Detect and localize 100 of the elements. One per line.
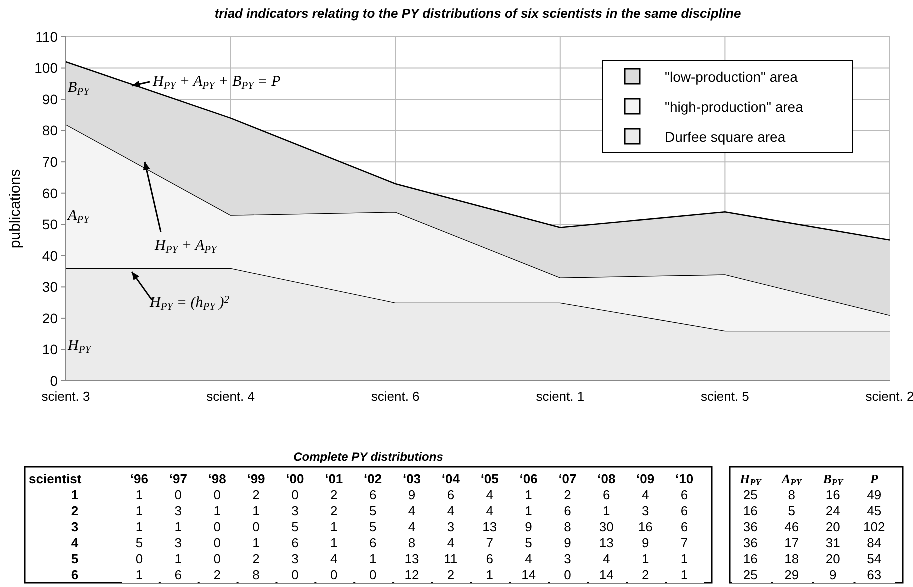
data-label: 1 <box>252 536 260 551</box>
data-label: 7 <box>680 536 688 551</box>
data-label: 9 <box>564 536 572 551</box>
data-label: 0 <box>214 520 221 535</box>
x-tick-label: scient. 6 <box>371 389 420 404</box>
data-label: 25 <box>743 568 758 583</box>
data-label: 0 <box>369 568 377 583</box>
data-label: 4 <box>408 520 416 535</box>
x-tick-label: ‘08 <box>598 472 616 487</box>
y-tick-label: 4 <box>71 536 80 551</box>
data-label: 2 <box>252 488 260 503</box>
data-label: 3 <box>564 552 572 567</box>
data-label: 3 <box>174 536 182 551</box>
data-label: 20 <box>826 552 840 567</box>
x-tick-label: scient. 1 <box>536 389 585 404</box>
y-axis-title: scientist <box>29 472 82 487</box>
data-label: 1 <box>369 552 377 567</box>
data-label: 2 <box>252 552 260 567</box>
data-label: 49 <box>867 488 882 503</box>
data-label: 3 <box>642 504 650 519</box>
chart-title: triad indicators relating to the PY distributions of six scientists in the same discipline <box>214 6 742 21</box>
y-axis-title: publications <box>7 169 24 249</box>
data-label: 8 <box>564 520 572 535</box>
x-tick-label: ‘04 <box>442 472 461 487</box>
x-tick-label: ‘00 <box>286 472 304 487</box>
data-label: 54 <box>867 552 882 567</box>
data-label: 16 <box>743 552 758 567</box>
data-label: 24 <box>826 504 840 519</box>
data-label: 7 <box>486 536 494 551</box>
y-tick-label: 40 <box>42 248 58 264</box>
legend-label: "low-production" area <box>665 68 798 85</box>
data-label: 2 <box>330 488 338 503</box>
data-label: 36 <box>743 520 758 535</box>
annotation: H$_{PY}$ + A$_{PY}$ + B$_{PY}$ = P <box>152 74 281 92</box>
legend-label: "high-production" area <box>665 98 804 115</box>
x-tick-label: ‘01 <box>325 472 344 487</box>
annotation: H$_{PY}$ + A$_{PY}$ <box>154 238 218 256</box>
data-label: 16 <box>638 520 653 535</box>
y-tick-label: 3 <box>71 520 79 535</box>
data-label: 1 <box>330 536 338 551</box>
data-label: 5 <box>369 504 377 519</box>
data-label: 1 <box>603 504 610 519</box>
data-label: 6 <box>680 504 688 519</box>
data-label: 1 <box>680 568 688 583</box>
data-label: 9 <box>525 520 532 535</box>
x-tick-label: A$_{PY}$ <box>780 472 804 488</box>
data-label: 0 <box>214 488 221 503</box>
data-label: 12 <box>404 568 420 583</box>
y-tick-label: 6 <box>71 568 79 583</box>
data-label: 1 <box>136 488 144 503</box>
data-label: 6 <box>603 488 610 503</box>
data-label: 5 <box>525 536 532 551</box>
y-tick-label: 100 <box>34 60 58 76</box>
x-tick-label: ‘97 <box>169 472 188 487</box>
data-label: 45 <box>867 504 882 519</box>
data-label: 3 <box>292 552 299 567</box>
data-label: 4 <box>525 552 532 567</box>
x-tick-label: ‘96 <box>130 472 149 487</box>
x-tick-label: ‘10 <box>675 472 694 487</box>
data-label: 6 <box>447 488 455 503</box>
data-label: 3 <box>447 520 455 535</box>
data-label: 2 <box>564 488 572 503</box>
data-label: 0 <box>292 568 299 583</box>
data-label: 1 <box>136 568 144 583</box>
data-label: 0 <box>136 552 144 567</box>
chart-title: Complete PY distributions <box>294 450 444 464</box>
data-label: 2 <box>447 568 455 583</box>
data-label: 4 <box>447 504 455 519</box>
y-tick-label: 2 <box>71 504 79 519</box>
data-label: 3 <box>174 504 182 519</box>
x-tick-label: H$_{PY}$ <box>739 472 763 488</box>
data-label: 0 <box>214 536 221 551</box>
data-label: 102 <box>864 520 886 535</box>
data-label: 4 <box>486 504 494 519</box>
data-label: 5 <box>788 504 796 519</box>
data-label: 4 <box>642 488 650 503</box>
data-label: 46 <box>784 520 800 535</box>
data-label: 13 <box>404 552 420 567</box>
data-label: 1 <box>486 568 494 583</box>
x-tick-label: scient. 5 <box>700 389 750 404</box>
data-label: 63 <box>867 568 882 583</box>
data-label: 1 <box>330 520 338 535</box>
x-tick-label: ‘98 <box>208 472 226 487</box>
y-tick-label: 30 <box>42 279 58 296</box>
data-label: 5 <box>292 520 299 535</box>
data-label: 4 <box>486 488 494 503</box>
data-label: 6 <box>486 552 494 567</box>
data-label: 1 <box>174 520 182 535</box>
data-label: 5 <box>136 536 144 551</box>
data-label: 9 <box>830 568 837 583</box>
data-label: 0 <box>174 488 182 503</box>
data-label: 8 <box>252 568 260 583</box>
x-tick-label: ‘02 <box>364 472 382 487</box>
data-label: 6 <box>369 488 377 503</box>
data-label: 1 <box>136 520 144 535</box>
data-label: 0 <box>292 488 299 503</box>
y-tick-label: 90 <box>42 91 58 108</box>
data-label: 1 <box>136 504 144 519</box>
data-label: 25 <box>743 488 758 503</box>
y-tick-label: 50 <box>42 216 58 233</box>
